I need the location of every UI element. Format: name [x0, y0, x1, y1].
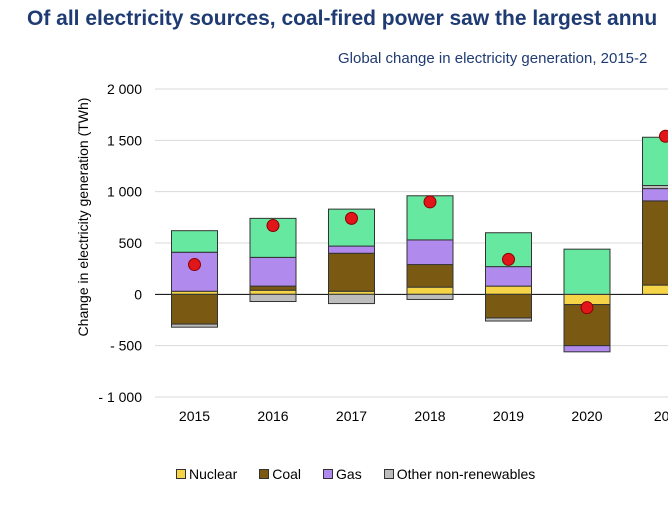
- bar-segment-series-4-202: [642, 136, 668, 187]
- legend-swatch: [176, 469, 186, 479]
- bar-segment-coal-2019: [485, 293, 532, 319]
- x-tick-label: 2015: [179, 408, 210, 424]
- bar-segment-nuclear-2018: [406, 286, 454, 295]
- total-markers: [188, 129, 668, 315]
- bar-segment-coal-2018: [406, 264, 454, 288]
- y-tick-label: - 500: [110, 338, 142, 354]
- x-tick-label: 2017: [336, 408, 367, 424]
- legend-item-other-non-renewables: Other non-renewables: [383, 466, 536, 482]
- bar-segment-gas-2019: [485, 266, 532, 287]
- bar-segment-series-4-2015: [171, 230, 218, 253]
- legend-item-gas: Gas: [323, 466, 362, 482]
- bar-segment-other-non-renewables-2019: [485, 317, 532, 322]
- bar-segment-series-4-2020: [563, 248, 611, 295]
- legend: Nuclear Coal Gas Other non-renewables: [176, 466, 557, 482]
- bar-segment-gas-2020: [563, 345, 611, 353]
- x-tick-label: 2016: [257, 408, 288, 424]
- legend-item-nuclear: Nuclear: [176, 466, 237, 482]
- total-marker-2016: [266, 219, 280, 233]
- legend-item-coal: Coal: [259, 466, 301, 482]
- legend-swatch: [259, 469, 270, 479]
- bars: [171, 136, 668, 353]
- x-tick-labels: 2015 2016 2017 2018 2019 2020 202: [179, 408, 668, 424]
- x-tick-label: 202: [654, 408, 668, 424]
- bar-segment-other-non-renewables-2016: [249, 293, 297, 303]
- x-tick-label: 2018: [414, 408, 445, 424]
- legend-label: Other non-renewables: [396, 466, 536, 482]
- legend-swatch: [323, 469, 334, 479]
- y-axis-title: Change in electricity generation (TWh): [75, 98, 91, 337]
- bar-segment-coal-2016: [249, 285, 297, 291]
- chart-title: Of all electricity sources, coal-fired p…: [27, 7, 658, 30]
- y-tick-labels: - 1 000 - 500 0 500 1 000 1 500 2 000: [98, 81, 142, 405]
- legend-swatch: [383, 469, 394, 479]
- bar-segment-gas-2016: [249, 256, 297, 287]
- bar-segment-gas-202: [642, 188, 668, 202]
- legend-label: Gas: [336, 466, 362, 482]
- x-tick-label: 2019: [493, 408, 524, 424]
- total-marker-2019: [502, 252, 515, 266]
- y-tick-label: 1 000: [107, 184, 142, 200]
- bar-segment-other-non-renewables-2018: [406, 293, 454, 300]
- bar-segment-coal-2015: [171, 293, 218, 325]
- x-tick-label: 2020: [571, 408, 602, 424]
- total-marker-202: [659, 129, 668, 143]
- y-tick-label: 0: [134, 286, 142, 302]
- y-tick-label: - 1 000: [98, 389, 142, 405]
- total-marker-2020: [580, 301, 594, 315]
- bar-segment-gas-2018: [406, 239, 454, 266]
- y-tick-label: 500: [119, 235, 143, 251]
- bar-segment-coal-2017: [328, 252, 375, 292]
- bar-segment-coal-202: [642, 200, 668, 286]
- bar-segment-other-non-renewables-2015: [171, 323, 218, 328]
- bar-segment-nuclear-202: [642, 284, 668, 295]
- bar-segment-other-non-renewables-2017: [328, 293, 375, 305]
- chart-subtitle: Global change in electricity generation,…: [338, 50, 648, 67]
- total-marker-2017: [345, 211, 358, 225]
- total-marker-2018: [423, 195, 437, 209]
- bar-segment-nuclear-2019: [485, 285, 532, 295]
- y-tick-label: 1 500: [107, 132, 142, 148]
- legend-label: Coal: [272, 466, 302, 482]
- legend-label: Nuclear: [189, 466, 238, 482]
- total-marker-2015: [188, 258, 201, 272]
- y-tick-label: 2 000: [107, 81, 142, 97]
- bar-segment-nuclear-2016: [249, 289, 297, 295]
- bar-segment-gas-2017: [328, 245, 375, 254]
